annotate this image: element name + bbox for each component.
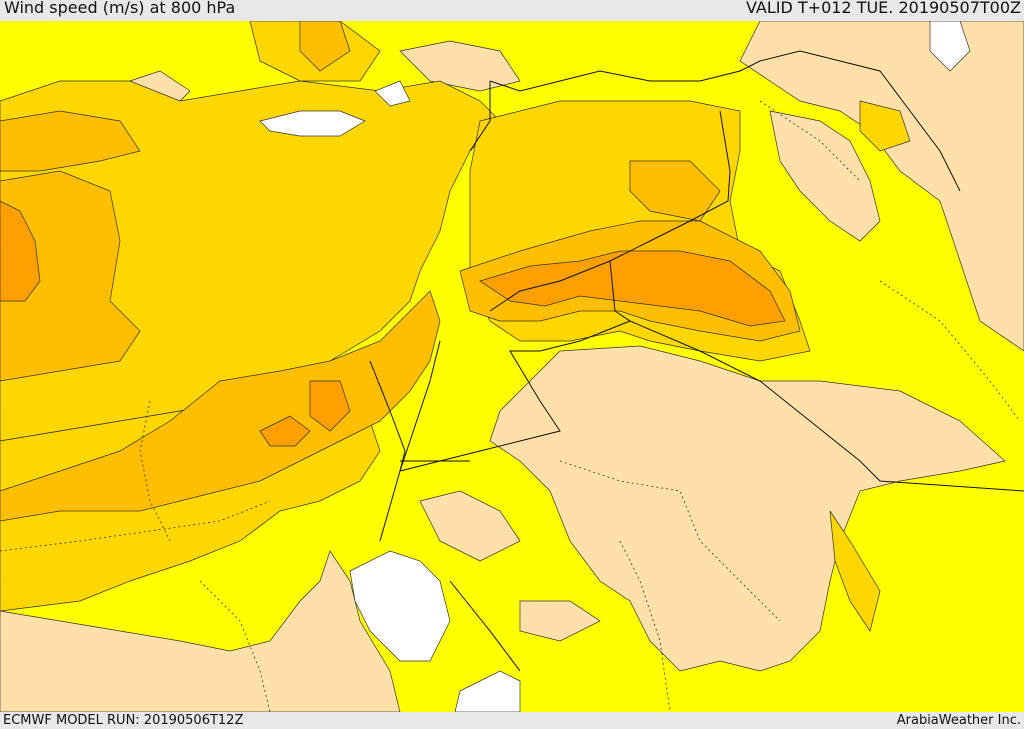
field-light bbox=[0, 21, 1024, 712]
wind-speed-map[interactable] bbox=[0, 21, 1024, 712]
credit: ArabiaWeather Inc. bbox=[896, 713, 1021, 728]
field-very-strong bbox=[0, 200, 786, 447]
field-calm bbox=[259, 21, 971, 712]
province-borders bbox=[0, 100, 1021, 712]
country-borders bbox=[369, 50, 1024, 672]
map-header: Wind speed (m/s) at 800 hPa VALID T+012 … bbox=[0, 0, 1024, 21]
valid-time: VALID T+012 TUE. 20190507T00Z bbox=[745, 0, 1021, 17]
model-run: ECMWF MODEL RUN: 20190506T12Z bbox=[3, 713, 244, 728]
map-title: Wind speed (m/s) at 800 hPa bbox=[4, 0, 236, 17]
map-footer: ECMWF MODEL RUN: 20190506T12Z ArabiaWeat… bbox=[0, 712, 1024, 729]
